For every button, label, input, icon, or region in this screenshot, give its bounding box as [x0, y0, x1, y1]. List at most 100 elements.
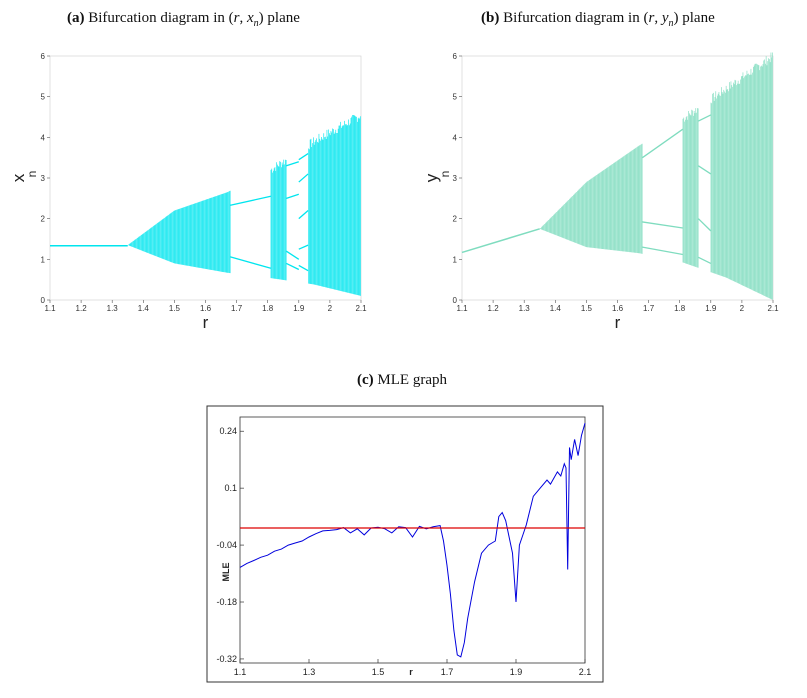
caption-b-text: Bifurcation diagram in — [503, 10, 640, 26]
fixed-point-line — [461, 228, 540, 254]
x-tick-label: 1.7 — [643, 304, 655, 313]
x-axis-label: r — [203, 313, 209, 332]
window-branch — [698, 114, 712, 122]
x-tick-label: 1.3 — [107, 304, 119, 313]
y-tick-label: 4 — [41, 133, 46, 142]
y-tick-label: 6 — [41, 52, 46, 61]
window-branch — [286, 262, 300, 271]
x-tick-label: 2 — [740, 304, 745, 313]
x-tick-label: 1.6 — [612, 304, 624, 313]
x-tick-label: 1.6 — [200, 304, 212, 313]
window-branch — [298, 153, 309, 161]
caption-b-var1: r — [648, 10, 655, 26]
window-branch — [698, 256, 712, 264]
window-branch — [298, 264, 309, 272]
caption-a-math-open: ( — [228, 10, 234, 26]
window-branch — [642, 246, 683, 256]
x-tick-label: 1.1 — [456, 304, 468, 313]
window-branch — [298, 210, 309, 220]
mle-series-line — [239, 422, 586, 658]
y-tick-label: 3 — [41, 174, 46, 183]
figure-frame — [206, 405, 604, 683]
x-tick-label: 1.3 — [519, 304, 531, 313]
caption-a-tail: plane — [267, 10, 300, 26]
y-axis-label-subscript: n — [438, 171, 452, 178]
x-axis-label: r — [615, 313, 621, 332]
y-tick-label: 5 — [453, 93, 458, 102]
x-axis-label: r — [409, 667, 413, 677]
window-branch — [286, 250, 300, 260]
x-tick-label: 1.7 — [231, 304, 243, 313]
caption-c-tag: (c) — [357, 372, 374, 388]
y-axis-label: MLE — [221, 563, 231, 582]
y-tick-label: 4 — [453, 133, 458, 142]
window-branch — [286, 193, 300, 199]
y-tick-label: 1 — [453, 255, 458, 264]
window-branch — [698, 165, 712, 175]
window-branch — [230, 195, 271, 206]
caption-a-math-close: ) — [258, 10, 264, 26]
caption-b-sub: n — [668, 18, 674, 29]
caption-b-tag: (b) — [481, 10, 500, 26]
y-tick-label: 0.1 — [224, 483, 237, 493]
caption-a-tag: (a) — [67, 10, 85, 26]
y-tick-label: 3 — [453, 174, 458, 183]
caption-c: (c) MLE graph — [357, 372, 447, 389]
x-tick-label: 1.9 — [293, 304, 305, 313]
x-tick-label: 1.1 — [44, 304, 56, 313]
caption-a: (a) Bifurcation diagram in (r, xn) plane — [67, 10, 300, 30]
y-tick-label: 2 — [41, 215, 46, 224]
y-tick-label: -0.32 — [216, 654, 237, 664]
y-tick-label: -0.18 — [216, 597, 237, 607]
y-tick-label: 0 — [41, 296, 46, 305]
caption-b-var2: y — [661, 10, 669, 26]
x-tick-label: 1.5 — [372, 667, 385, 677]
y-tick-label: -0.04 — [216, 540, 237, 550]
x-tick-label: 1.7 — [441, 667, 454, 677]
y-tick-label: 0.24 — [219, 426, 237, 436]
y-tick-label: 1 — [41, 255, 46, 264]
caption-a-var2: x — [246, 10, 254, 26]
x-tick-label: 1.5 — [169, 304, 181, 313]
x-tick-label: 1.4 — [550, 304, 562, 313]
chaotic-band — [128, 114, 361, 296]
y-tick-label: 5 — [41, 93, 46, 102]
x-tick-label: 2.1 — [579, 667, 592, 677]
x-tick-label: 1.9 — [510, 667, 523, 677]
y-axis-label: x — [9, 173, 28, 182]
x-tick-label: 2.1 — [767, 304, 779, 313]
window-branch — [230, 256, 271, 269]
y-tick-label: 6 — [453, 52, 458, 61]
caption-a-text: Bifurcation diagram in — [88, 10, 225, 26]
y-axis-label-subscript: n — [25, 171, 39, 178]
x-tick-label: 2.1 — [355, 304, 367, 313]
chart-c: 1.1 1.3 1.5 1.7 1.9 2.1 -0.32 -0.18 -0.04 0.1 0.24… — [206, 405, 604, 683]
x-tick-label: 1.2 — [76, 304, 88, 313]
x-tick-label: 1.8 — [674, 304, 686, 313]
window-branch — [298, 244, 309, 250]
x-tick-label: 1.4 — [138, 304, 150, 313]
window-branch — [286, 161, 300, 167]
caption-a-sub: n — [253, 18, 259, 29]
caption-a-comma: , — [239, 10, 247, 26]
x-tick-label: 1.1 — [234, 667, 247, 677]
chaotic-band — [540, 52, 773, 300]
x-tick-label: 1.2 — [488, 304, 500, 313]
caption-a-var1: r — [233, 10, 240, 26]
caption-b-tail: plane — [682, 10, 715, 26]
x-tick-label: 2 — [328, 304, 333, 313]
x-tick-label: 1.8 — [262, 304, 274, 313]
caption-b-math-open: ( — [643, 10, 649, 26]
window-branch — [298, 173, 309, 183]
chart-a: 1.1 1.2 1.3 1.4 1.5 1.6 1.7 1.8 1.9 2 2.1 0 1 2 3 4 5 6 r x… — [9, 52, 367, 332]
chart-b: 1.1 1.2 1.3 1.4 1.5 1.6 1.7 1.8 1.9 2 2.1 0 1 2 3 4 5 6 r y… — [422, 52, 779, 332]
window-branch — [642, 221, 683, 229]
x-tick-label: 1.9 — [705, 304, 717, 313]
window-branch — [697, 218, 712, 232]
caption-b-math-close: ) — [673, 10, 679, 26]
y-tick-label: 2 — [453, 215, 458, 224]
caption-b-comma: , — [654, 10, 662, 26]
x-tick-label: 1.5 — [581, 304, 593, 313]
plot-frame — [239, 416, 586, 664]
